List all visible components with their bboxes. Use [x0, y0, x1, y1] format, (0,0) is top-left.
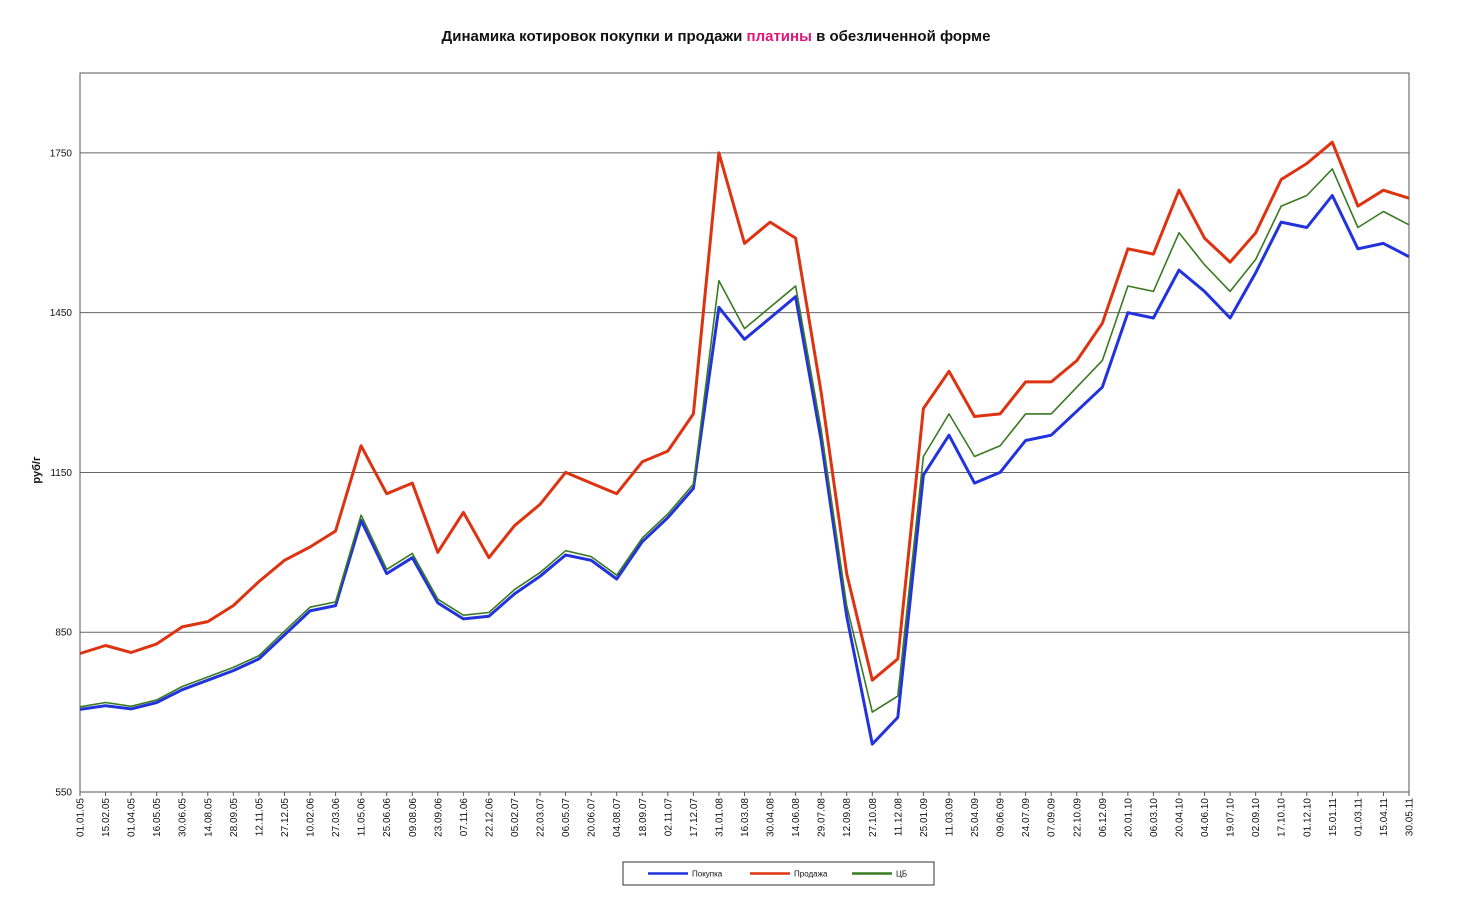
x-tick-label: 20.06.07 — [587, 798, 598, 837]
x-tick-label: 27.10.08 — [868, 798, 879, 837]
x-tick-label: 01.04.05 — [127, 798, 138, 837]
x-tick-label: 20.04.10 — [1174, 798, 1185, 837]
plot-frame — [79, 72, 1410, 793]
x-tick-label: 12.11.05 — [254, 798, 265, 837]
x-tick-label: 12.09.08 — [842, 798, 853, 837]
x-tick-label: 09.08.06 — [408, 798, 419, 837]
x-tick-label: 01.01.05 — [76, 798, 87, 837]
x-tick-label: 04.08.07 — [612, 798, 623, 837]
x-tick-label: 04.06.10 — [1200, 798, 1211, 837]
chart-title-prefix: Динамика котировок покупки и продажи — [441, 28, 747, 45]
chart-title: Динамика котировок покупки и продажи пла… — [0, 28, 1432, 45]
series-line-0 — [79, 194, 1410, 746]
series-line-1 — [79, 140, 1410, 682]
x-axis-ticks: 01.01.05 15.02.05 01.04.05 16.05.05 30.06.05… — [76, 792, 1416, 837]
y-tick-label: 1750 — [50, 148, 73, 159]
y-axis-ticks: 550 850 1150 1450 1750 — [50, 148, 73, 798]
x-tick-label: 29.07.08 — [817, 798, 828, 837]
x-tick-label: 15.01.11 — [1328, 798, 1339, 837]
x-tick-label: 25.01.09 — [919, 798, 930, 837]
x-tick-label: 11.12.08 — [893, 798, 904, 837]
x-tick-label: 14.08.05 — [203, 798, 214, 837]
x-tick-label: 01.12.10 — [1302, 798, 1313, 837]
x-tick-label: 20.01.10 — [1123, 798, 1134, 837]
legend-label: ЦБ — [896, 870, 907, 879]
x-tick-label: 23.09.06 — [433, 798, 444, 837]
x-tick-label: 22.03.07 — [536, 798, 547, 837]
series-layer — [79, 140, 1410, 746]
x-tick-label: 16.05.05 — [152, 798, 163, 837]
x-tick-label: 18.09.07 — [638, 798, 649, 837]
x-tick-label: 15.04.11 — [1379, 798, 1390, 837]
x-tick-label: 17.12.07 — [689, 798, 700, 837]
x-tick-label: 02.09.10 — [1251, 798, 1262, 837]
x-tick-label: 09.06.09 — [996, 798, 1007, 837]
x-tick-label: 06.05.07 — [561, 798, 572, 837]
chart-title-suffix: в обезличенной форме — [811, 28, 991, 45]
x-tick-label: 11.03.09 — [944, 798, 955, 837]
x-tick-label: 27.12.05 — [280, 798, 291, 837]
y-tick-label: 550 — [55, 788, 72, 799]
x-tick-label: 02.11.07 — [663, 798, 674, 837]
x-tick-label: 28.09.05 — [229, 798, 240, 837]
legend-label: Покупка — [692, 870, 723, 879]
x-tick-label: 14.06.08 — [791, 798, 802, 837]
x-tick-label: 10.02.06 — [306, 798, 317, 837]
x-tick-label: 07.09.09 — [1047, 798, 1058, 837]
y-tick-label: 1150 — [50, 468, 72, 479]
x-tick-label: 30.04.08 — [766, 798, 777, 837]
y-tick-label: 1450 — [50, 308, 73, 319]
x-tick-label: 30.06.05 — [178, 798, 189, 837]
x-tick-label: 22.12.06 — [484, 798, 495, 837]
x-tick-label: 25.06.06 — [382, 798, 393, 837]
legend: Покупка Продажа ЦБ — [622, 861, 935, 886]
x-tick-label: 27.03.06 — [331, 798, 342, 837]
grid-layer — [80, 152, 1409, 633]
x-tick-label: 17.10.10 — [1277, 798, 1288, 837]
x-tick-label: 31.01.08 — [714, 798, 725, 837]
x-tick-label: 06.12.09 — [1098, 798, 1109, 837]
chart-title-highlight: платины — [746, 28, 812, 45]
x-tick-label: 06.03.10 — [1149, 798, 1160, 837]
x-tick-label: 22.10.09 — [1072, 798, 1083, 837]
x-tick-label: 16.03.08 — [740, 798, 751, 837]
x-tick-label: 01.03.11 — [1353, 798, 1364, 837]
y-tick-label: 850 — [55, 628, 72, 639]
x-tick-label: 19.07.10 — [1226, 798, 1237, 837]
x-tick-label: 15.02.05 — [101, 798, 112, 837]
x-tick-label: 05.02.07 — [510, 798, 521, 837]
x-tick-label: 11.05.06 — [357, 798, 368, 837]
y-axis-label: руб/г — [31, 456, 43, 484]
x-tick-label: 30.05.11 — [1405, 798, 1416, 837]
legend-label: Продажа — [794, 870, 828, 879]
x-tick-label: 24.07.09 — [1021, 798, 1032, 837]
x-tick-label: 07.11.06 — [459, 798, 470, 837]
series-line-2 — [79, 168, 1410, 713]
x-tick-label: 25.04.09 — [970, 798, 981, 837]
